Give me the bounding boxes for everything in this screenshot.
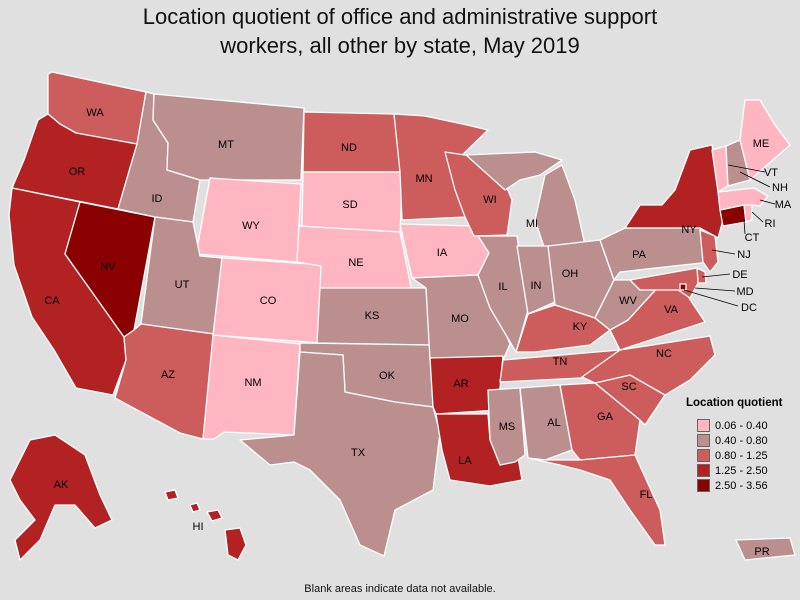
state-label-wi: WI xyxy=(483,194,496,206)
state-label-al: AL xyxy=(547,417,560,429)
legend-item: 0.80 - 1.25 xyxy=(686,448,798,463)
state-label-hi: HI xyxy=(193,521,204,533)
legend-swatch xyxy=(697,449,710,462)
state-label-va: VA xyxy=(664,304,679,316)
state-label-sc: SC xyxy=(621,381,636,393)
state-label-id: ID xyxy=(152,193,163,205)
legend-title: Location quotient xyxy=(686,397,783,409)
state-label-vt: VT xyxy=(764,167,778,179)
state-ma xyxy=(717,187,769,211)
state-label-mn: MN xyxy=(415,173,432,185)
state-label-ri: RI xyxy=(765,218,776,230)
state-label-ut: UT xyxy=(175,279,190,291)
state-label-ma: MA xyxy=(775,199,792,211)
state-label-tn: TN xyxy=(553,356,568,368)
leader-line-vt xyxy=(727,164,766,173)
state-label-nv: NV xyxy=(100,261,116,273)
state-mt xyxy=(152,93,305,181)
state-tx xyxy=(239,351,441,557)
state-me xyxy=(739,99,791,181)
state-label-md: MD xyxy=(736,286,753,298)
state-fl xyxy=(527,454,666,546)
chart-title: Location quotient of office and administ… xyxy=(0,2,800,60)
legend-item: 0.06 - 0.40 xyxy=(686,418,798,433)
state-label-ky: KY xyxy=(573,321,588,333)
legend-label: 0.06 - 0.40 xyxy=(715,419,768,432)
state-label-in: IN xyxy=(531,280,542,292)
state-pr xyxy=(735,537,796,561)
state-label-wy: WY xyxy=(242,220,260,232)
state-label-ca: CA xyxy=(44,295,60,307)
state-label-ny: NY xyxy=(681,224,697,236)
state-nc xyxy=(581,335,716,396)
legend: Location quotient 0.06 - 0.40 0.40 - 0.80… xyxy=(686,397,798,493)
leader-line-nh xyxy=(739,171,771,188)
state-label-ak: AK xyxy=(54,479,69,491)
state-label-me: ME xyxy=(753,138,770,150)
state-label-or: OR xyxy=(69,166,86,178)
state-label-mo: MO xyxy=(451,313,469,325)
state-label-il: IL xyxy=(498,281,507,293)
state-label-ct: CT xyxy=(745,232,760,244)
state-label-ks: KS xyxy=(365,310,380,322)
state-hi xyxy=(164,489,247,561)
state-label-pr: PR xyxy=(754,546,769,558)
state-label-co: CO xyxy=(260,295,277,307)
legend-label: 0.80 - 1.25 xyxy=(715,449,768,462)
state-label-dc: DC xyxy=(741,302,757,314)
legend-label: 1.25 - 2.50 xyxy=(715,464,768,477)
state-label-wv: WV xyxy=(619,295,637,307)
leader-line-de xyxy=(701,273,731,278)
leader-line-ri xyxy=(751,211,764,223)
state-label-la: LA xyxy=(458,455,472,467)
state-label-nh: NH xyxy=(772,182,788,194)
legend-item: 0.40 - 0.80 xyxy=(686,433,798,448)
leader-line-ma xyxy=(759,199,776,205)
legend-item: 1.25 - 2.50 xyxy=(686,463,798,478)
legend-swatch xyxy=(697,464,710,477)
state-label-nm: NM xyxy=(244,377,261,389)
state-ny xyxy=(624,144,724,239)
state-az xyxy=(114,323,215,440)
legend-swatch xyxy=(697,434,710,447)
state-label-pa: PA xyxy=(632,249,647,261)
state-label-mt: MT xyxy=(218,139,234,151)
state-label-nd: ND xyxy=(341,142,357,154)
state-dc xyxy=(679,283,687,291)
state-label-tx: TX xyxy=(351,447,366,459)
state-label-ga: GA xyxy=(597,411,614,423)
state-label-oh: OH xyxy=(562,268,579,280)
state-label-wa: WA xyxy=(86,107,104,119)
legend-label: 0.40 - 0.80 xyxy=(715,434,768,447)
state-nj xyxy=(699,229,719,273)
state-ar xyxy=(429,355,504,415)
legend-item: 2.50 - 3.56 xyxy=(686,478,798,493)
state-label-nj: NJ xyxy=(737,249,750,261)
legend-swatch xyxy=(697,419,710,432)
state-label-ar: AR xyxy=(453,378,468,390)
state-label-ok: OK xyxy=(379,370,396,382)
leader-line-ct xyxy=(743,219,746,235)
state-label-ia: IA xyxy=(437,247,448,259)
state-label-az: AZ xyxy=(161,369,175,381)
legend-label: 2.50 - 3.56 xyxy=(715,479,768,492)
leader-line-dc xyxy=(683,289,739,307)
state-label-de: DE xyxy=(732,269,747,281)
footnote: Blank areas indicate data not available. xyxy=(304,583,496,595)
state-al xyxy=(519,384,573,461)
leader-line-nj xyxy=(711,249,736,255)
state-ri xyxy=(743,204,753,223)
state-label-ms: MS xyxy=(499,421,516,433)
state-label-sd: SD xyxy=(342,199,357,211)
title-line-1: Location quotient of office and administ… xyxy=(142,4,658,29)
legend-swatch xyxy=(697,479,710,492)
state-label-nc: NC xyxy=(656,348,672,360)
state-ak xyxy=(9,434,113,561)
title-line-2: workers, all other by state, May 2019 xyxy=(220,33,580,58)
state-label-mi: MI xyxy=(526,218,538,230)
leader-line-md xyxy=(694,287,736,292)
state-label-fl: FL xyxy=(640,489,653,501)
state-label-ne: NE xyxy=(348,257,363,269)
